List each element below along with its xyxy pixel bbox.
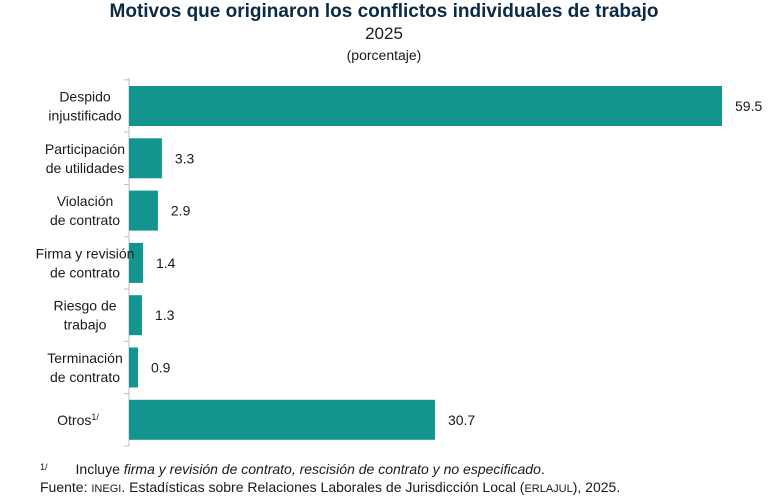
footnote: 1/Incluye firma y revisión de contrato, … (40, 460, 545, 478)
footnote-lead: Incluye (75, 461, 124, 477)
bar (129, 295, 142, 336)
data-label: 30.7 (448, 412, 475, 428)
data-label: 59.5 (735, 98, 762, 114)
category-label: Violación (57, 193, 114, 209)
source-label: Fuente: (40, 479, 92, 495)
source-note: Fuente: INEGI. Estadísticas sobre Relaci… (40, 478, 620, 498)
data-label: 1.3 (155, 307, 175, 323)
chart-title: Motivos que originaron los conflictos in… (109, 1, 659, 22)
category-label: de contrato (50, 264, 120, 280)
chart-units: (porcentaje) (346, 47, 422, 63)
category-label: de utilidades (46, 160, 125, 176)
data-label: 1.4 (156, 255, 176, 271)
source-end: ), 2025. (572, 479, 621, 495)
data-label: 3.3 (175, 150, 195, 166)
category-label: Riesgo de (53, 298, 116, 314)
data-label: 0.9 (151, 360, 171, 376)
category-label: trabajo (64, 317, 107, 333)
category-label: Terminación (47, 350, 122, 366)
category-label: injustificado (48, 108, 121, 124)
footnote-marker: 1/ (40, 462, 48, 472)
bar (129, 242, 143, 283)
footnote-tail: . (540, 461, 545, 477)
category-label: Despido (59, 89, 111, 105)
category-label: Participación (45, 141, 125, 157)
bar (129, 399, 435, 440)
footnote-italic: firma y revisión de contrato, rescisión … (123, 461, 541, 477)
bar (129, 138, 162, 179)
source-org: INEGI (91, 483, 122, 495)
category-label: de contrato (50, 369, 120, 385)
source-acronym: ERLAJUL (524, 483, 573, 495)
source-text: . Estadísticas sobre Relaciones Laborale… (121, 479, 525, 495)
category-label: Otros1/ (57, 412, 99, 428)
bar-chart: 59.5 Despido injustificado 3.3 Participación… (36, 78, 762, 447)
bar (129, 86, 722, 126)
category-label: de contrato (50, 212, 120, 228)
chart-year: 2025 (365, 24, 403, 43)
bar (129, 190, 158, 231)
bar (129, 347, 138, 388)
category-label: Firma y revisión (36, 245, 135, 261)
data-label: 2.9 (171, 203, 191, 219)
